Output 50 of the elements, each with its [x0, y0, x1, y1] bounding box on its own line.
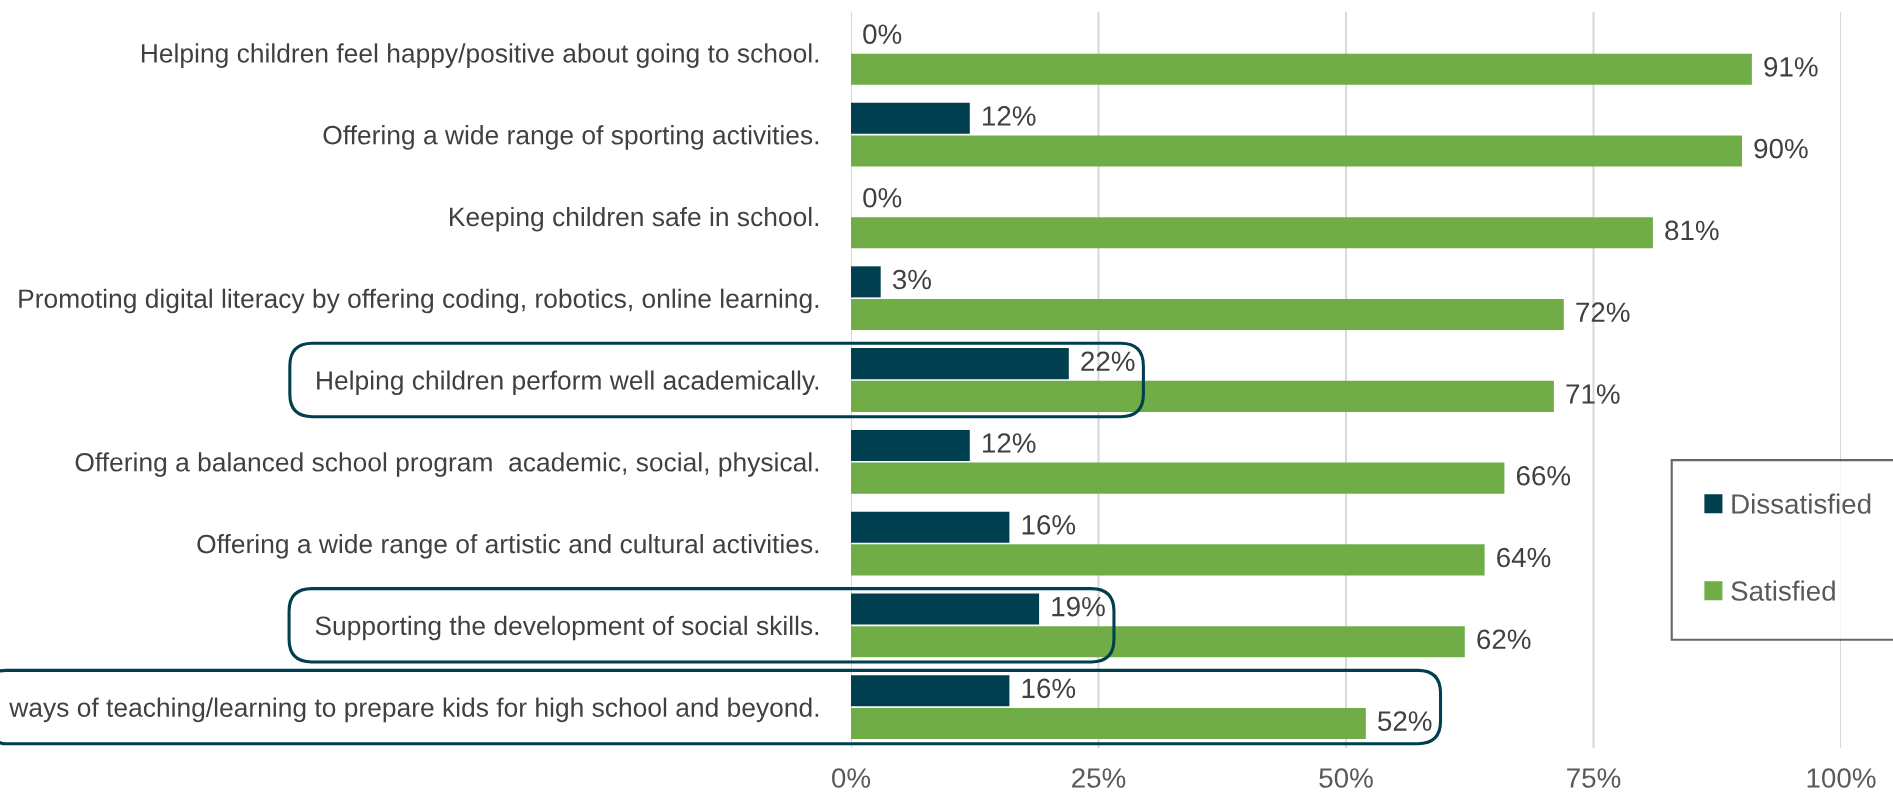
data-label: 0% [863, 24, 902, 44]
y-tick-label: Keeping children safe in school. [450, 206, 819, 232]
bar [851, 429, 970, 461]
y-tick-label: Offering a wide range of artistic and cultural activities. [197, 533, 819, 559]
y-tick-label: Helping children feel happy/positive about going to school. [141, 43, 819, 68]
x-tick-label: 100% [1807, 768, 1876, 788]
data-label: 19% [1052, 596, 1105, 617]
bar [851, 626, 1465, 658]
y-tick-label: Offering a wide range of sporting activities. [323, 125, 819, 150]
data-label: 71% [1566, 384, 1620, 404]
data-label: 91% [1764, 57, 1818, 77]
bar [851, 348, 1069, 380]
y-tick-label: ways of teaching/learning to prepare kids for high school and beyond. [9, 697, 819, 723]
data-label: 0% [863, 187, 902, 208]
bar [851, 511, 1010, 543]
legend-label: Satisfied [1731, 580, 1835, 601]
x-tick-label: 0% [832, 768, 871, 788]
bar [851, 102, 970, 134]
data-label: 52% [1378, 711, 1432, 731]
bar [851, 380, 1554, 412]
bar [851, 299, 1564, 331]
bar [851, 217, 1653, 249]
bar [851, 593, 1040, 625]
y-tick-label: Promoting digital literacy by offering coding, robotics, online learning. [19, 288, 819, 314]
data-label: 66% [1516, 465, 1571, 486]
bar [851, 544, 1485, 576]
bar [851, 707, 1366, 739]
y-tick-label: Supporting the development of social skills. [315, 615, 819, 641]
data-label: 64% [1497, 547, 1551, 568]
data-label: 12% [983, 106, 1036, 126]
bar [851, 266, 881, 298]
data-label: 81% [1665, 220, 1719, 241]
data-label: 90% [1754, 138, 1808, 159]
x-tick-label: 25% [1072, 768, 1126, 788]
data-label: 62% [1477, 629, 1531, 650]
x-tick-label: 50% [1319, 768, 1373, 788]
bar [851, 462, 1505, 494]
bar [851, 135, 1742, 167]
data-label: 16% [1022, 514, 1076, 535]
data-label: 16% [1022, 678, 1076, 699]
y-tick-label: Offering a balanced school program academic, social, physical. [75, 452, 819, 477]
legend-label: Dissatisfied [1732, 493, 1871, 514]
data-label: 12% [983, 433, 1036, 453]
y-tick-label: Helping children perform well academically. [317, 370, 819, 396]
bar [851, 53, 1752, 85]
x-tick-label: 75% [1567, 768, 1621, 788]
bar [851, 675, 1010, 707]
data-label: 3% [892, 269, 931, 290]
data-label: 72% [1576, 302, 1630, 322]
data-label: 22% [1081, 351, 1135, 371]
